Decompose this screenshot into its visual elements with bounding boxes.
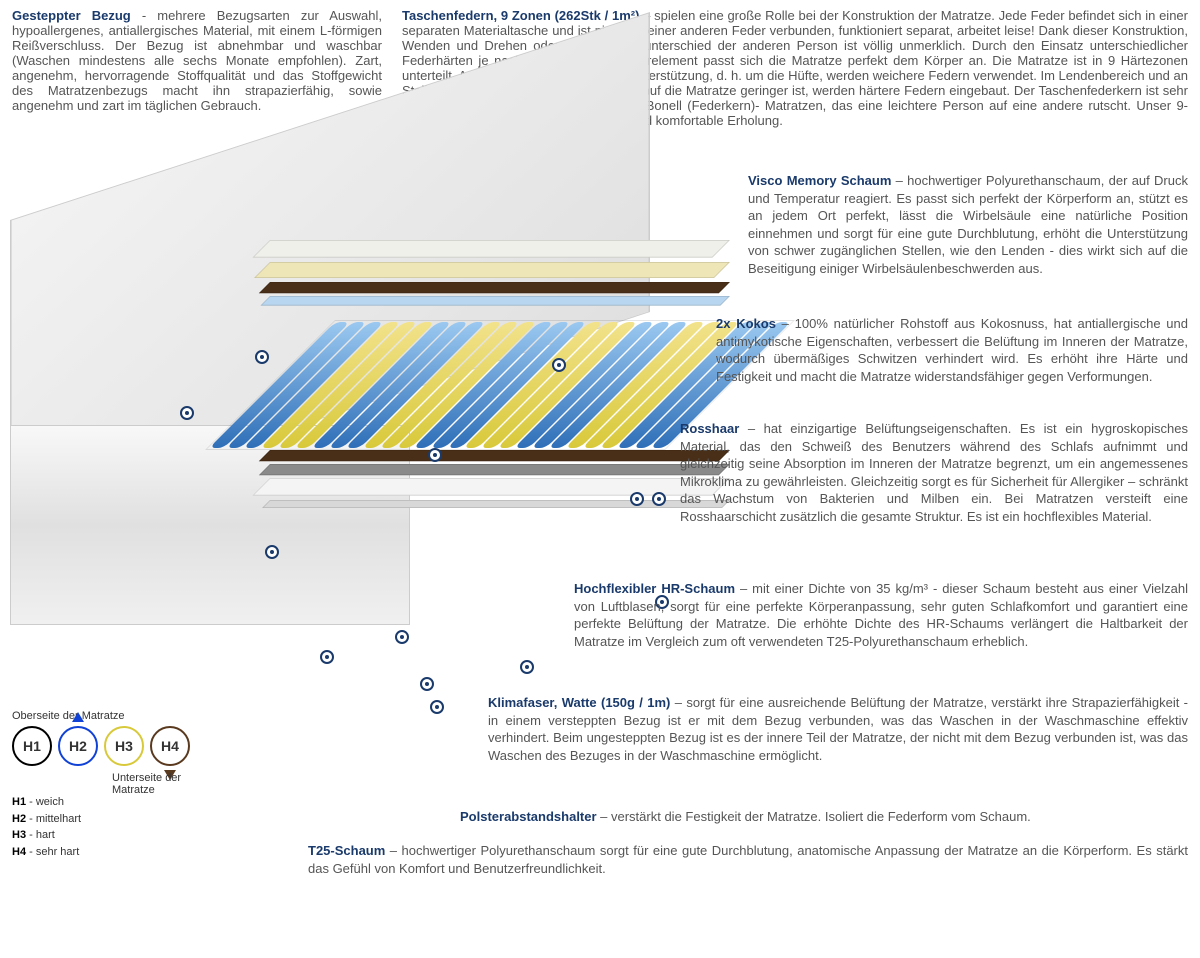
feature-block-bottom: T25-Schaum – hochwertiger Polyurethansch… <box>308 842 1188 877</box>
hardness-circle: H4 <box>150 726 190 766</box>
feature-block: Hochflexibler HR-Schaum – mit einer Dich… <box>574 580 1188 650</box>
feature-block: 2x Kokos – 100% natürlicher Rohstoff aus… <box>716 315 1188 385</box>
legend-key-row: H2 - mittelhart <box>12 811 190 828</box>
mattress-layer <box>254 262 730 278</box>
legend-key-row: H1 - weich <box>12 794 190 811</box>
feature-text: – hat einzigartige Belüftungseigenschaft… <box>680 421 1188 524</box>
callout-marker <box>430 700 444 714</box>
legend-key-row: H4 - sehr hart <box>12 844 190 861</box>
callout-marker <box>180 406 194 420</box>
title-springs: Taschenfedern, 9 Zonen (262Stk / 1m²) <box>402 8 639 23</box>
feature-text: – 100% natürlicher Rohstoff aus Kokosnus… <box>716 316 1188 384</box>
diagram-area: Visco Memory Schaum – hochwertiger Polyu… <box>0 170 1200 950</box>
legend-top-label: Oberseite der Matratze <box>12 710 190 722</box>
callout-marker <box>420 677 434 691</box>
feature-title: Rosshaar <box>680 421 739 436</box>
callout-marker <box>630 492 644 506</box>
mattress-layer <box>260 296 730 306</box>
feature-block: Rosshaar – hat einzigartige Belüftungsei… <box>680 420 1188 525</box>
feature-block: Klimafaser, Watte (150g / 1m) – sorgt fü… <box>488 694 1188 764</box>
hardness-legend: Oberseite der Matratze H1H2H3H4 Untersei… <box>12 710 190 860</box>
feature-text: – verstärkt die Festigkeit der Matratze.… <box>597 809 1031 824</box>
legend-key-row: H3 - hart <box>12 827 190 844</box>
feature-title: T25-Schaum <box>308 843 385 858</box>
mattress-layer <box>259 464 730 475</box>
feature-text: – hochwertiger Polyurethanschaum sorgt f… <box>308 843 1188 876</box>
title-cover: Gesteppter Bezug <box>12 8 131 23</box>
feature-title: 2x Kokos <box>716 316 776 331</box>
callout-marker <box>520 660 534 674</box>
mattress-layer <box>259 282 730 293</box>
feature-title: Visco Memory Schaum <box>748 173 891 188</box>
legend-key: H1 - weichH2 - mittelhartH3 - hartH4 - s… <box>12 794 190 860</box>
mattress-layer <box>259 450 730 461</box>
feature-block: Visco Memory Schaum – hochwertiger Polyu… <box>748 172 1188 277</box>
hardness-circle: H1 <box>12 726 52 766</box>
hardness-circle: H2 <box>58 726 98 766</box>
top-left-block: Gesteppter Bezug - mehrere Bezugsarten z… <box>12 8 382 128</box>
feature-block: Polsterabstandshalter – verstärkt die Fe… <box>460 808 1188 826</box>
feature-text: – hochwertiger Polyurethanschaum, der au… <box>748 173 1188 276</box>
callout-marker <box>428 448 442 462</box>
feature-title: Hochflexibler HR-Schaum <box>574 581 735 596</box>
hardness-circle: H3 <box>104 726 144 766</box>
callout-marker <box>395 630 409 644</box>
callout-marker <box>652 492 666 506</box>
legend-bottom-label: Unterseite der Matratze <box>112 772 190 796</box>
desc-cover: - mehrere Bezugsarten zur Auswahl, hypoa… <box>12 8 382 113</box>
callout-marker <box>320 650 334 664</box>
feature-title: Klimafaser, Watte (150g / 1m) <box>488 695 670 710</box>
callout-marker <box>265 545 279 559</box>
feature-title: Polsterabstandshalter <box>460 809 597 824</box>
legend-circles: H1H2H3H4 <box>12 726 190 766</box>
layer-stack <box>270 240 730 580</box>
callout-marker <box>552 358 566 372</box>
mattress-layer <box>252 240 730 258</box>
callout-marker <box>255 350 269 364</box>
